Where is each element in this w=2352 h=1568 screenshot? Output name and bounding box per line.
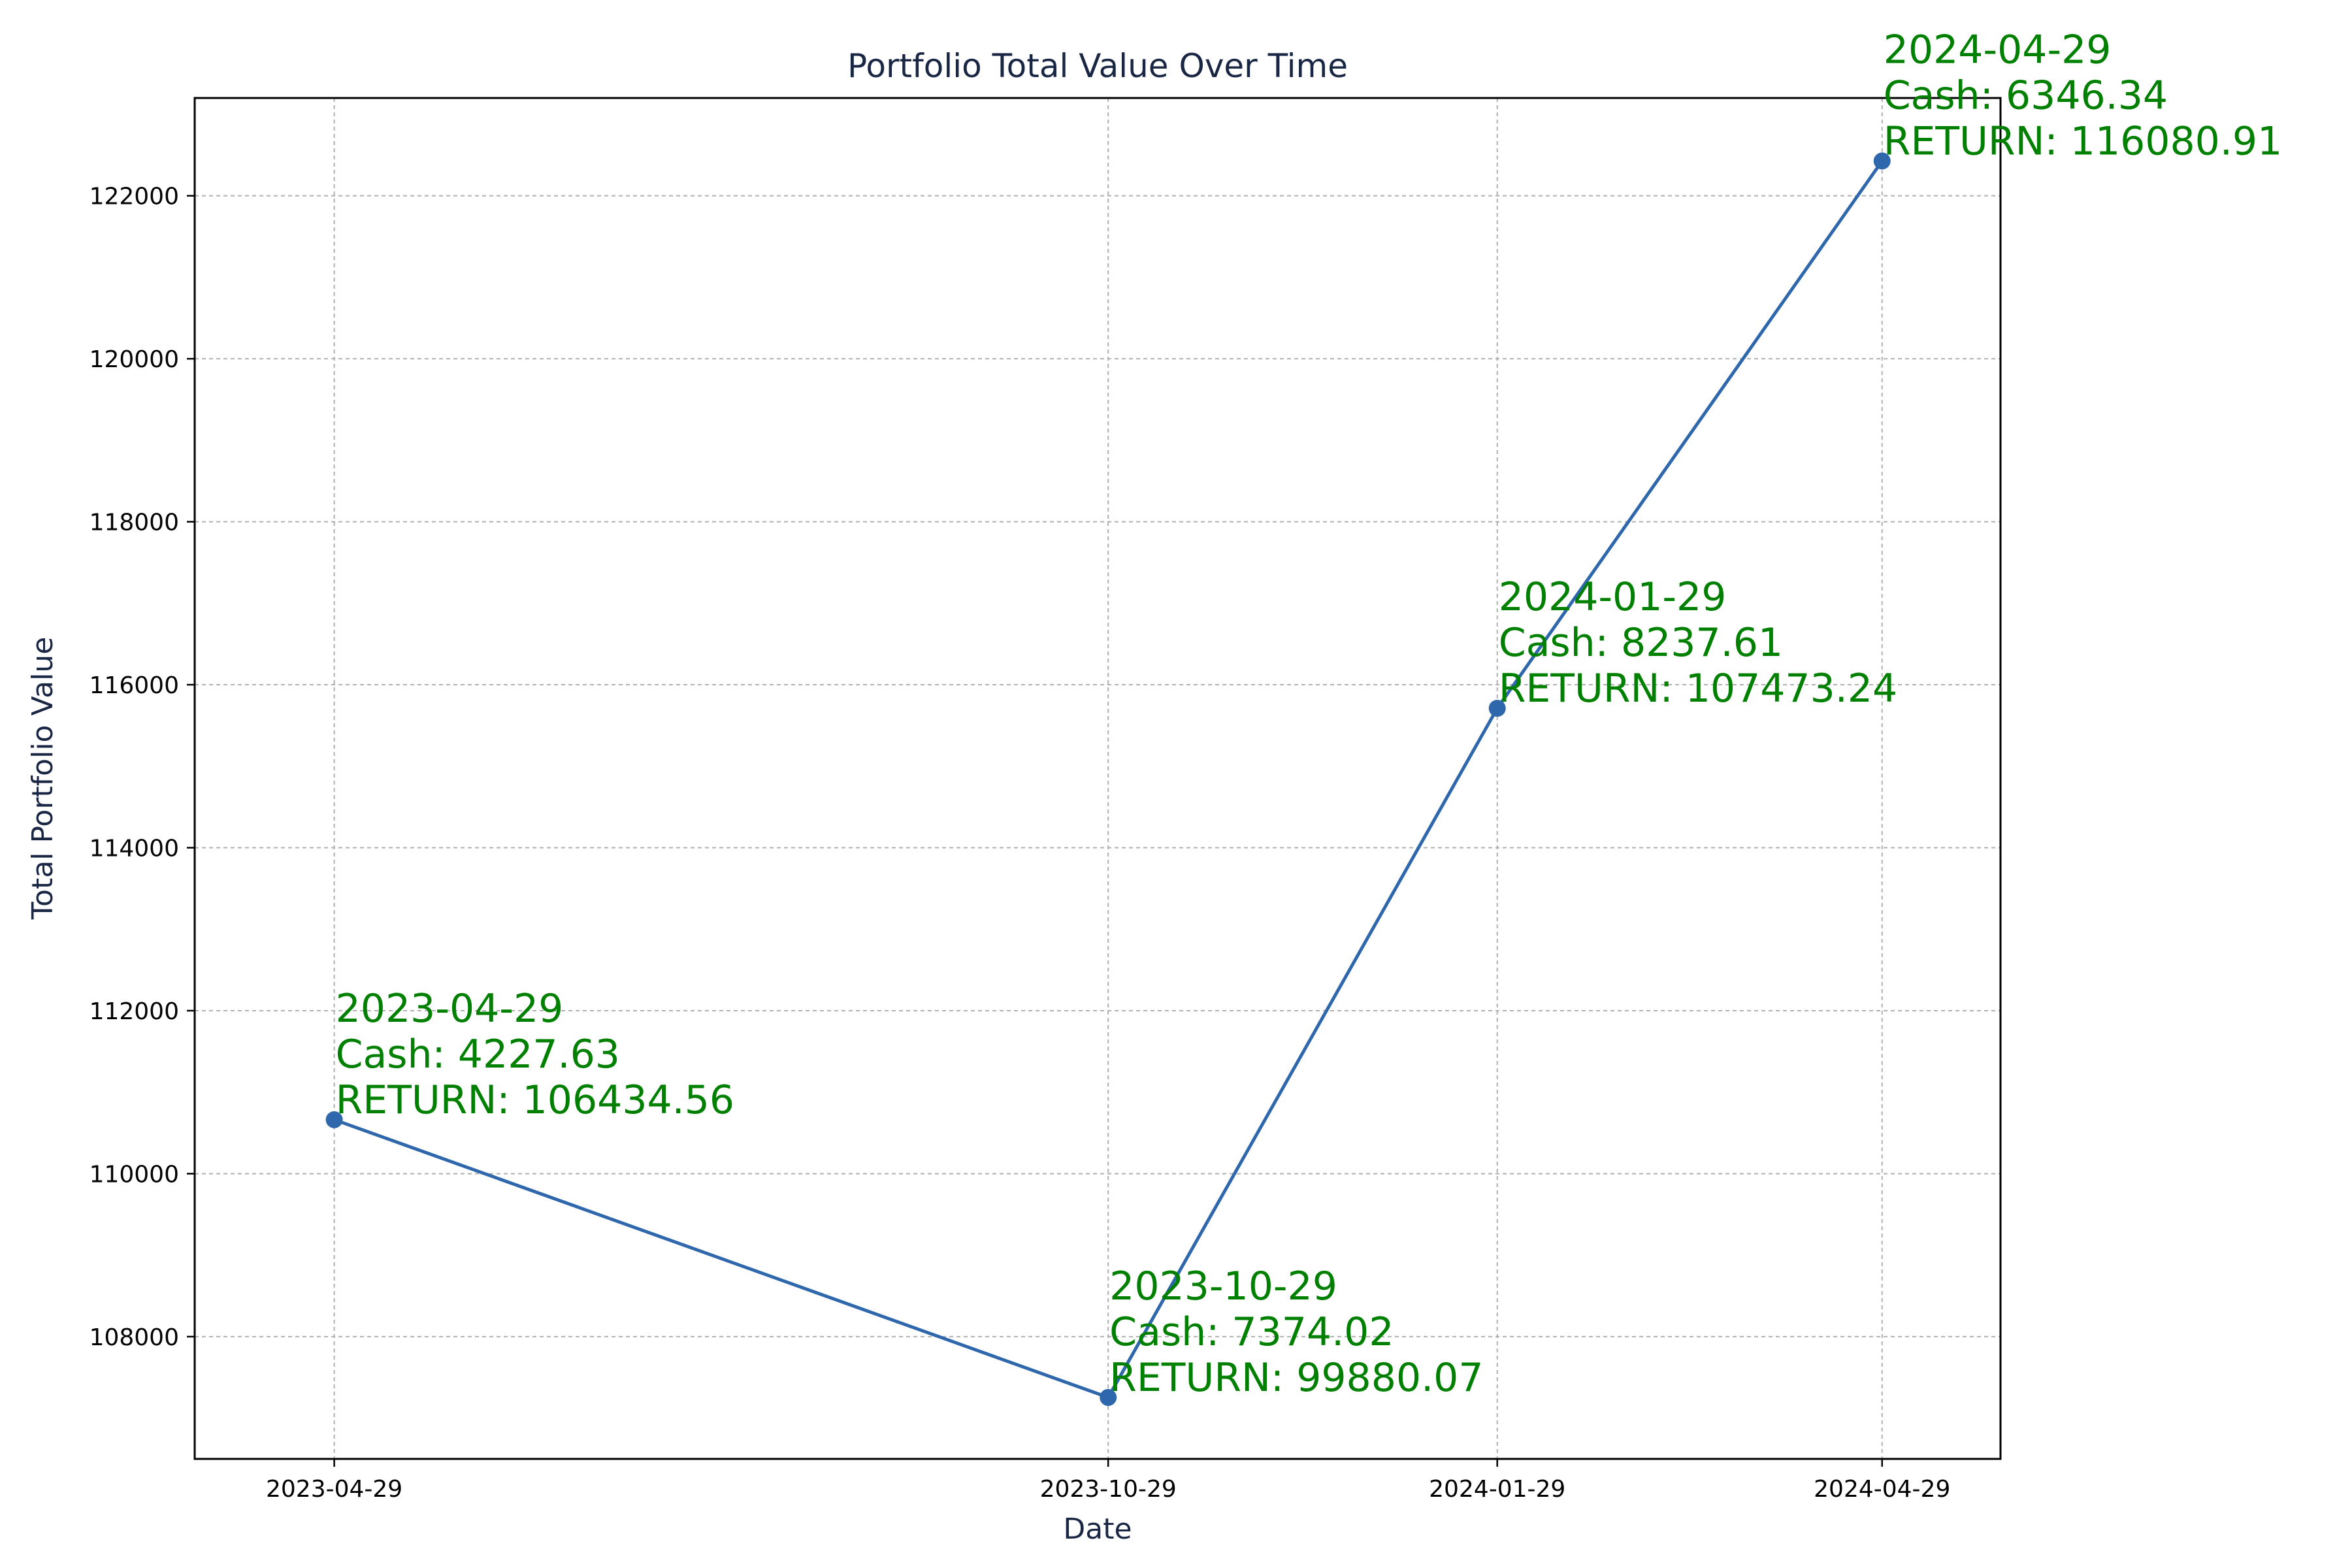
x-tick-label: 2024-01-29 (1429, 1476, 1565, 1503)
annotation-date: 2023-10-29 (1109, 1264, 1337, 1309)
annotation-date: 2024-01-29 (1499, 574, 1727, 620)
axis-ticks: 2023-04-29 2023-10-29 2024-01-29 2024-04-29… (90, 184, 1951, 1503)
data-point (1488, 700, 1506, 717)
annotation-cash: Cash: 8237.61 (1499, 620, 1783, 666)
annotation-return: RETURN: 99880.07 (1109, 1355, 1483, 1401)
chart-title: Portfolio Total Value Over Time (847, 47, 1348, 85)
y-tick-label: 118000 (90, 510, 179, 536)
annotation-date: 2024-04-29 (1884, 27, 2112, 73)
annotation-date: 2023-04-29 (336, 986, 564, 1032)
y-tick-label: 108000 (90, 1324, 179, 1351)
x-tick-label: 2024-04-29 (1814, 1476, 1950, 1503)
y-tick-label: 112000 (90, 998, 179, 1025)
series (325, 152, 1891, 1406)
data-point (1873, 152, 1891, 170)
grid (195, 98, 2001, 1459)
y-tick-label: 114000 (90, 836, 179, 862)
annotation-return: RETURN: 107473.24 (1499, 666, 1898, 711)
data-point (325, 1111, 343, 1128)
annotation-return: RETURN: 106434.56 (336, 1077, 735, 1123)
x-axis-label: Date (1063, 1512, 1132, 1546)
x-tick-label: 2023-10-29 (1040, 1476, 1177, 1503)
x-tick-label: 2023-04-29 (266, 1476, 402, 1503)
series-line (333, 159, 1884, 1399)
annotation-cash: Cash: 6346.34 (1884, 73, 2168, 118)
y-axis-label: Total Portfolio Value (26, 637, 59, 921)
annotation-cash: Cash: 7374.02 (1109, 1309, 1394, 1355)
plot-frame (193, 97, 2002, 1460)
y-tick-label: 116000 (90, 672, 179, 699)
annotation-cash: Cash: 4227.63 (336, 1032, 620, 1077)
y-tick-label: 120000 (90, 346, 179, 373)
annotation-return: RETURN: 116080.91 (1884, 118, 2283, 164)
y-tick-label: 110000 (90, 1161, 179, 1188)
y-tick-label: 122000 (90, 184, 179, 210)
data-point (1100, 1388, 1117, 1406)
